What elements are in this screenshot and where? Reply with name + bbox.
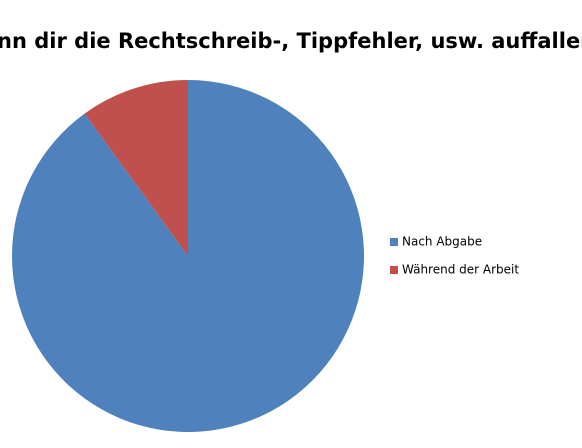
legend-label: Während der Arbeit [402,263,519,277]
legend-swatch [390,238,398,246]
legend-swatch [390,266,398,274]
legend-label: Nach Abgabe [402,235,482,249]
pie-slice [84,80,188,256]
chart-title: Wann dir die Rechtschreib-, Tippfehler, … [0,29,582,53]
